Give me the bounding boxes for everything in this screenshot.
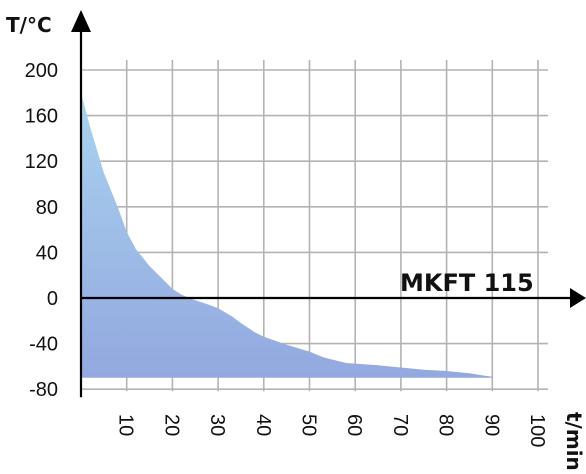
x-axis-title: t/min <box>562 412 586 471</box>
x-tick-label: 100 <box>526 414 548 447</box>
x-tick-label: 30 <box>206 414 228 436</box>
x-tick-label: 90 <box>480 414 502 436</box>
y-tick-label: 80 <box>36 197 58 219</box>
x-tick-label: 60 <box>343 414 365 436</box>
x-tick-label: 10 <box>115 414 137 436</box>
model-label: MKFT 115 <box>400 269 534 297</box>
x-tick-label: 50 <box>298 414 320 436</box>
axes <box>71 10 586 398</box>
y-tick-labels: 200 160 120 80 40 0 -40 -80 <box>25 60 58 401</box>
y-axis-title: T/°C <box>6 13 52 37</box>
y-tick-label: 40 <box>36 242 58 264</box>
x-tick-label: 80 <box>435 414 457 436</box>
x-tick-label: 40 <box>252 414 274 436</box>
x-tick-label: 20 <box>160 414 182 436</box>
y-tick-label: 120 <box>25 151 58 173</box>
y-tick-label: 160 <box>25 106 58 128</box>
temperature-area <box>81 92 493 378</box>
y-axis-arrow-icon <box>71 10 91 32</box>
x-axis-arrow-icon <box>570 288 586 308</box>
y-tick-label: 0 <box>47 288 58 310</box>
y-tick-label: -40 <box>29 334 58 356</box>
y-tick-label: 200 <box>25 60 58 82</box>
x-tick-label: 70 <box>389 414 411 436</box>
y-tick-label: -80 <box>29 379 58 401</box>
grid-lines <box>81 60 548 392</box>
x-tick-labels: 10 20 30 40 50 60 70 80 90 100 <box>115 414 548 447</box>
